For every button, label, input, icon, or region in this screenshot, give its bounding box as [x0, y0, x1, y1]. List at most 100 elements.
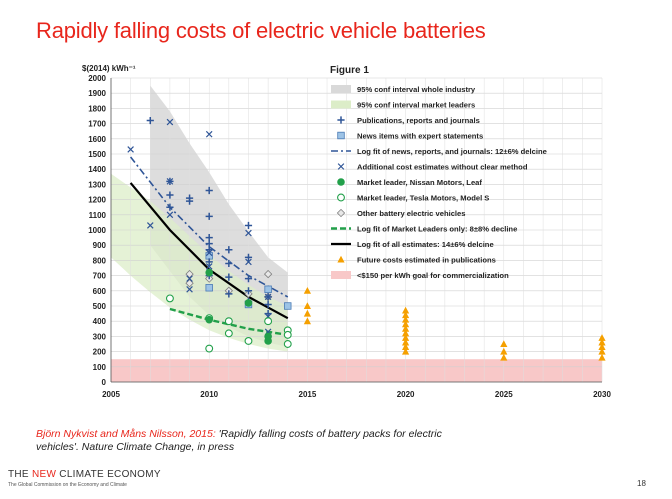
marker-plus	[244, 253, 253, 261]
logo-text-pre: THE	[8, 469, 32, 480]
marker-triangle	[402, 325, 410, 332]
y-tick-label: 1900	[88, 89, 106, 98]
legend-label: Future costs estimated in publications	[357, 256, 496, 265]
y-tick-label: 1000	[88, 226, 106, 235]
marker-square	[284, 302, 292, 310]
marker-triangle	[402, 329, 410, 337]
legend-label: <$150 per kWh goal for commercialization	[357, 271, 509, 280]
marker-triangle	[598, 334, 606, 341]
y-tick-label: 1300	[88, 180, 106, 189]
marker-dot	[205, 315, 213, 324]
marker-diamond	[336, 208, 346, 218]
x-tick-label: 2005	[102, 390, 120, 399]
marker-plus	[264, 293, 272, 301]
marker-x	[146, 222, 154, 229]
y-tick-label: 1700	[88, 120, 106, 129]
y-tick-label: 500	[93, 302, 107, 311]
grid-lines	[110, 77, 603, 383]
marker-x	[186, 275, 193, 282]
marker-dot	[264, 337, 272, 345]
marker-plus	[205, 258, 213, 266]
marker-plus	[244, 221, 253, 230]
y-tick-label: 400	[93, 317, 107, 326]
marker-plus	[185, 197, 194, 205]
marker-triangle	[402, 334, 410, 341]
y-tick-label: 700	[93, 272, 107, 281]
marker-plus	[205, 234, 213, 242]
marker-circle	[244, 337, 253, 345]
y-tick-label: 200	[93, 348, 107, 357]
y-tick-label: 1200	[88, 196, 106, 205]
marker-plus	[225, 246, 233, 254]
marker-x	[205, 263, 213, 270]
marker-triangle	[402, 320, 410, 328]
marker-circle	[283, 340, 292, 348]
citation-authors: Björn Nykvist and Måns Nilsson, 2015:	[36, 428, 216, 440]
marker-x	[166, 118, 174, 126]
marker-triangle	[500, 340, 508, 347]
logo-text-red: NEW	[31, 469, 57, 480]
y-tick-label: 900	[93, 241, 107, 250]
legend: 95% conf interval whole industry 95% conf…	[331, 85, 547, 280]
marker-dot	[205, 268, 213, 277]
marker-plus	[205, 186, 213, 195]
marker-diamond	[185, 279, 194, 288]
axes: 0 100 200 300 400 500 600 700 800 900 1000 1100 1200…	[88, 74, 611, 399]
legend-swatch-leaders	[331, 100, 351, 109]
legend-label: Log fit of news, reports, and journals: …	[357, 147, 547, 156]
marker-plus	[166, 177, 174, 185]
citation: Björn Nykvist and Måns Nilsson, 2015: 'R…	[36, 428, 476, 454]
y-tick-label: 1800	[88, 104, 106, 113]
slide-title: Rapidly falling costs of electric vehicl…	[36, 18, 486, 43]
marker-triangle	[303, 309, 311, 317]
marker-plus	[225, 259, 233, 268]
marker-triangle	[402, 343, 410, 351]
marker-triangle	[500, 347, 508, 355]
marker-circle	[224, 317, 233, 326]
marker-circle	[165, 294, 174, 303]
marker-triangle	[598, 343, 606, 351]
marker-triangle	[598, 353, 606, 361]
legend-label: Market leader, Tesla Motors, Model S	[357, 194, 489, 203]
marker-dot	[244, 299, 253, 307]
y-tick-label: 1600	[88, 135, 106, 144]
marker-triangle	[303, 302, 311, 309]
marker-triangle	[402, 306, 410, 314]
fit-line-news	[129, 156, 289, 298]
marker-plus	[337, 116, 345, 124]
marker-plus	[264, 310, 272, 318]
marker-x	[205, 130, 213, 138]
x-tick-label: 2030	[593, 390, 611, 399]
legend-label: Market leader, Nissan Motors, Leaf	[357, 178, 482, 187]
marker-triangle	[337, 255, 345, 263]
legend-label: Other battery electric vehicles	[357, 209, 465, 218]
marker-triangle	[402, 338, 410, 346]
y-tick-label: 100	[93, 363, 107, 372]
marker-square	[205, 284, 213, 292]
marker-circle	[264, 317, 273, 326]
marker-diamond	[185, 269, 194, 279]
legend-label: 95% conf interval whole industry	[357, 85, 476, 94]
page-number: 18	[637, 479, 646, 488]
marker-x	[245, 258, 252, 266]
citation-text: 'Rapidly falling costs of battery packs …	[36, 428, 442, 453]
marker-triangle	[303, 287, 311, 294]
marker-x	[186, 285, 193, 293]
marker-triangle	[402, 311, 410, 319]
marker-plus	[146, 116, 154, 125]
y-tick-label: 1400	[88, 165, 106, 174]
new-climate-economy-logo: THE NEW CLIMATE ECONOMY The Global Commi…	[8, 469, 161, 488]
marker-plus	[166, 191, 174, 199]
legend-label: Additional cost estimates without clear …	[357, 163, 528, 172]
marker-triangle	[598, 347, 606, 355]
legend-label: Log fit of all estimates: 14±6% delcine	[357, 240, 494, 249]
marker-plus	[264, 300, 272, 309]
figure-title: Figure 1	[330, 65, 369, 76]
marker-triangle	[303, 317, 311, 325]
marker-triangle	[500, 353, 508, 361]
y-tick-label: 0	[102, 378, 107, 387]
legend-label: 95% conf interval market leaders	[357, 101, 475, 110]
legend-label: News items with expert statements	[357, 132, 483, 141]
marker-circle	[283, 330, 292, 339]
marker-x	[127, 146, 134, 153]
